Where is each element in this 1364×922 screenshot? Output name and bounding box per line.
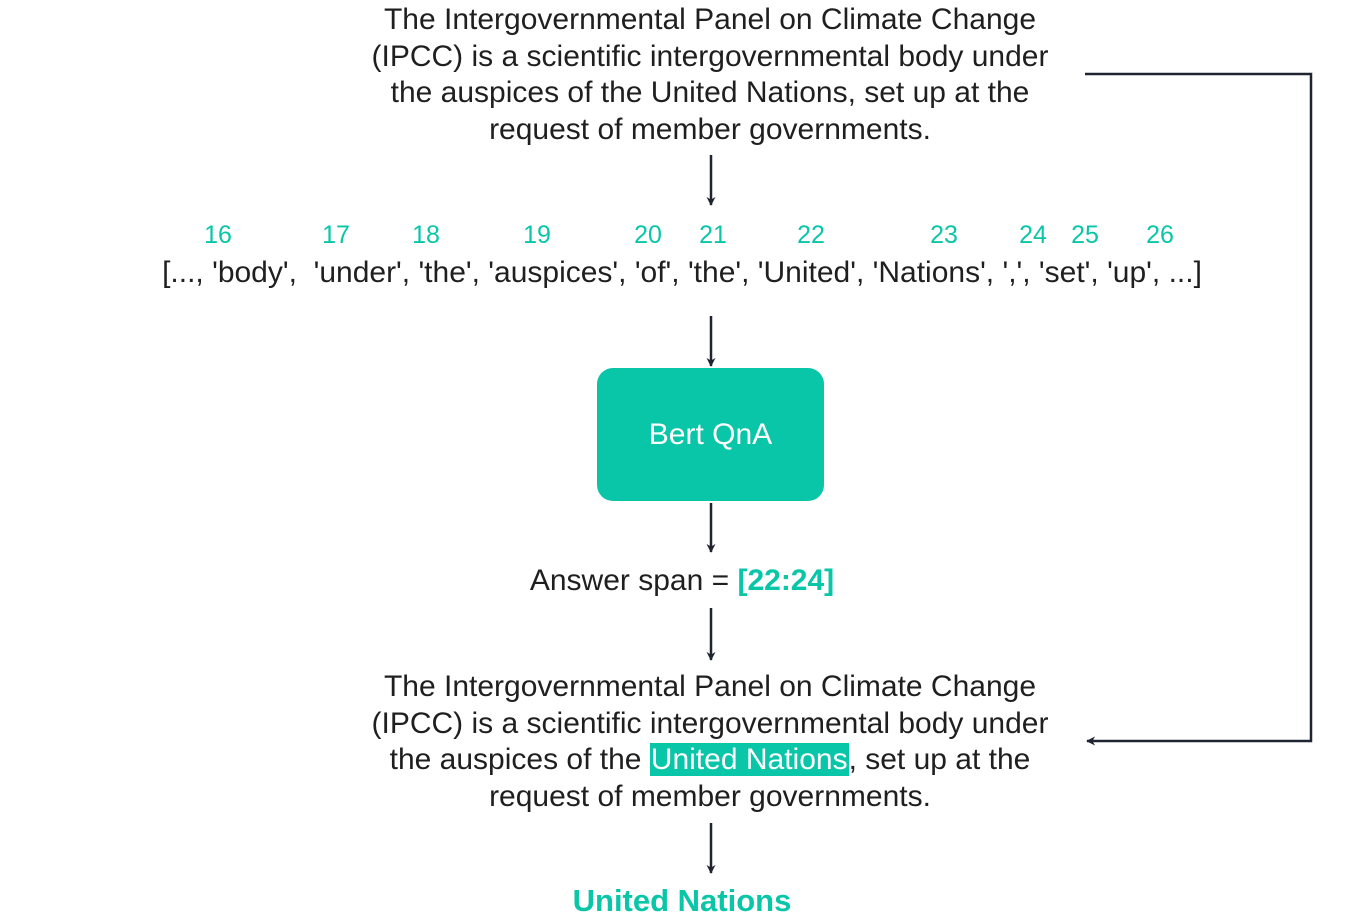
output-paragraph-line: the auspices of the United Nations, set … (340, 742, 1080, 779)
token-index-22: 22 (797, 221, 825, 249)
token-list: [..., 'body', 'under', 'the', 'auspices'… (162, 256, 1202, 289)
token-index-18: 18 (412, 221, 440, 249)
output-paragraph-line: (IPCC) is a scientific intergovernmental… (371, 706, 1049, 740)
answer-span: Answer span = [22:24] (0, 564, 1364, 598)
answer-span-value: [22:24] (737, 564, 835, 597)
input-paragraph-line: request of member governments. (489, 113, 931, 147)
input-paragraph-line: the auspices of the United Nations, set … (390, 76, 1030, 110)
answer-span-label: Answer span = (529, 564, 738, 597)
output-paragraph-line: request of member governments. (489, 780, 931, 814)
final-answer: United Nations (572, 883, 792, 918)
output-paragraph-line: The Intergovernmental Panel on Climate C… (383, 670, 1037, 703)
model-label: Bert QnA (648, 417, 773, 451)
token-index-16: 16 (204, 221, 232, 249)
output-text-before-highlight: the auspices of the (389, 743, 650, 777)
output-paragraph: The Intergovernmental Panel on Climate C… (340, 669, 1080, 816)
arrow-bypass-right (1085, 72, 1313, 746)
token-index-19: 19 (523, 221, 551, 249)
output-text-after-highlight: , set up at the (848, 743, 1031, 777)
highlighted-answer: United Nations (649, 743, 849, 777)
token-index-26: 26 (1146, 221, 1174, 249)
token-index-25: 25 (1071, 221, 1099, 249)
token-index-23: 23 (930, 221, 958, 249)
bert-qna-model-box: Bert QnA (597, 368, 824, 501)
token-index-21: 21 (699, 221, 727, 249)
token-index-17: 17 (322, 221, 350, 249)
input-paragraph-line: (IPCC) is a scientific intergovernmental… (371, 39, 1049, 73)
input-paragraph-line: The Intergovernmental Panel on Climate C… (383, 3, 1037, 36)
input-paragraph: The Intergovernmental Panel on Climate C… (340, 2, 1080, 149)
token-index-24: 24 (1019, 221, 1047, 249)
token-index-20: 20 (634, 221, 662, 249)
